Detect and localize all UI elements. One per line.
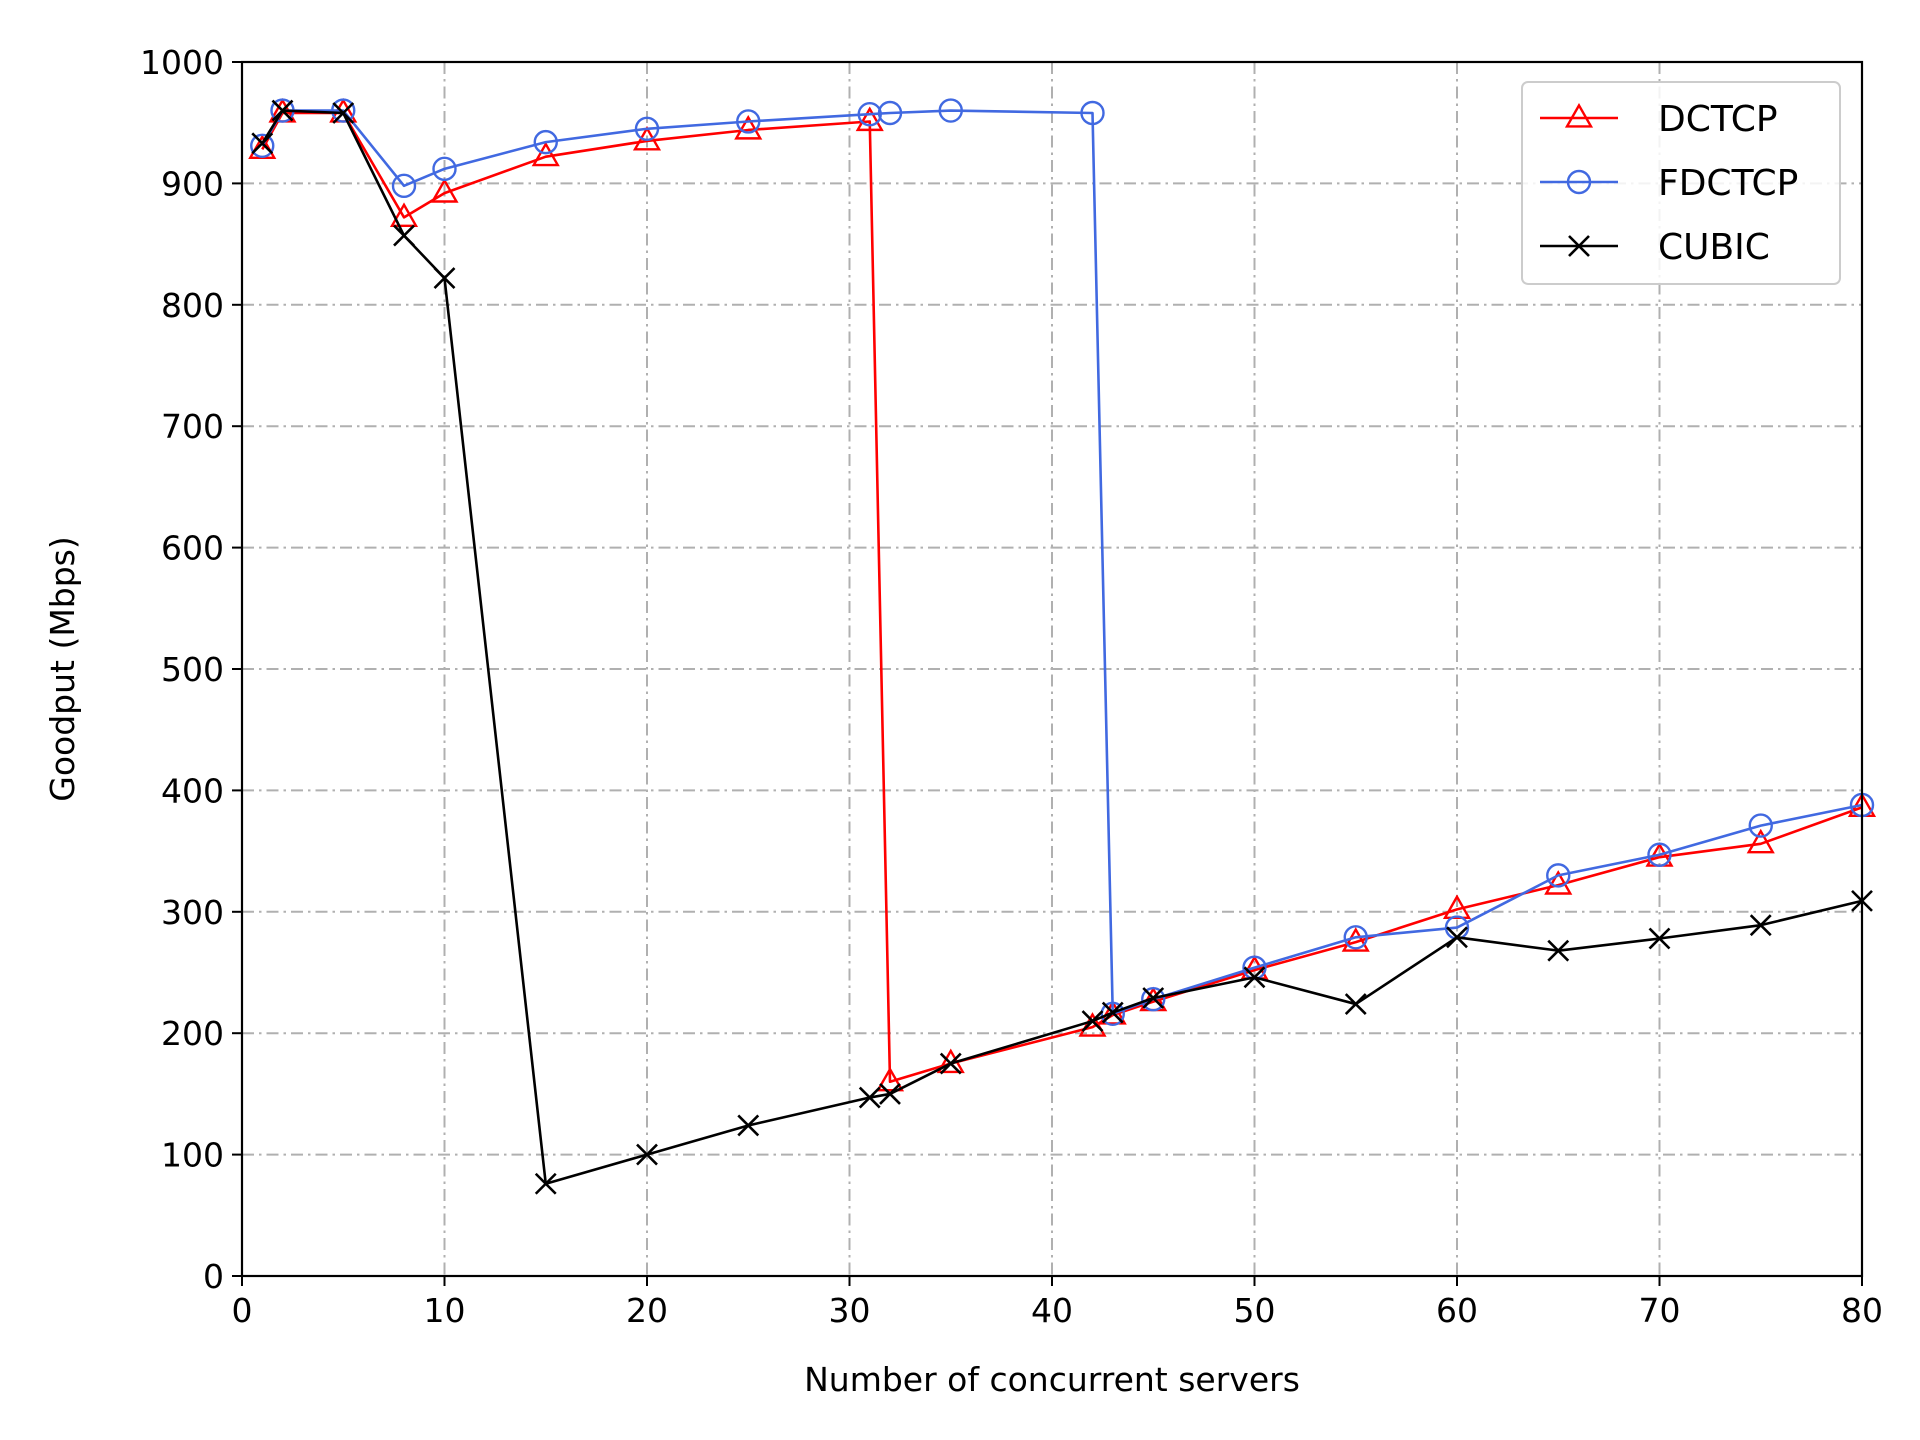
data-point-cubic [1142,987,1165,1009]
data-point-cubic [1446,926,1468,949]
data-point-dctcp [875,1066,905,1092]
legend-box [1521,81,1841,285]
data-point-fdctcp [1546,863,1571,888]
series-lines [248,97,1877,1195]
data-point-cubic [1648,927,1671,950]
data-point-cubic [858,1086,881,1109]
data-point-dctcp [1078,1012,1107,1037]
data-point-cubic [1344,993,1367,1015]
data-point-fdctcp [938,98,963,123]
data-point-cubic [1749,914,1772,937]
x-tick-label: 0 [232,1291,253,1330]
data-point-dctcp [531,141,560,167]
x-tick-label: 10 [424,1291,466,1330]
data-point-fdctcp [331,98,356,123]
data-point-fdctcp [391,173,417,199]
data-point-cubic [879,1082,901,1105]
data-point-cubic [251,132,274,155]
y-tick-label: 800 [161,286,224,325]
legend-item-dctcp: DCTCP [1540,99,1778,140]
data-point-cubic [433,267,456,290]
x-axis-label: Number of concurrent servers [804,1360,1300,1399]
y-tick-label: 500 [161,650,224,689]
legend-label-cubic: CUBIC [1658,227,1770,268]
legend-item-fdctcp: FDCTCP [1540,163,1798,204]
y-tick-label: 300 [161,893,224,932]
data-point-cubic [939,1052,962,1075]
y-tick-label: 700 [161,407,224,446]
series-line-fdctcp [261,109,1863,1016]
y-tick-label: 900 [161,164,224,203]
data-point-fdctcp [250,133,275,158]
data-point-fdctcp [1647,842,1672,867]
y-tick-label: 1000 [140,43,224,82]
series-fdctcp [250,98,1875,1026]
legend-marker-dctcp [1564,102,1594,128]
data-point-fdctcp [877,100,903,126]
data-point-fdctcp [857,102,882,127]
legend-marker-cubic [1568,235,1590,257]
axis-ticks: 0 10 20 30 40 50 60 70 8001002003004005006007008… [140,43,1883,1330]
data-point-fdctcp [1343,925,1368,950]
legend-label-fdctcp: FDCTCP [1658,163,1798,204]
data-point-dctcp [855,106,884,132]
legend: DCTCP FDCTCP CUBIC [1521,81,1841,285]
data-point-dctcp [389,202,419,227]
data-point-fdctcp [533,129,558,155]
x-tick-label: 40 [1031,1291,1073,1330]
x-tick-label: 60 [1436,1291,1478,1330]
data-point-fdctcp [1141,987,1166,1012]
y-tick-label: 600 [161,529,224,568]
data-point-dctcp [734,114,763,140]
legend-label-dctcp: DCTCP [1658,99,1778,140]
x-tick-label: 70 [1639,1291,1681,1330]
y-tick-label: 200 [161,1014,224,1053]
data-point-dctcp [1544,870,1573,895]
data-point-cubic [1243,966,1266,989]
data-point-cubic [1547,939,1570,962]
data-point-cubic [1101,1001,1124,1024]
data-point-fdctcp [1080,100,1105,126]
data-point-dctcp [1746,828,1775,854]
y-tick-label: 400 [161,771,224,810]
data-point-cubic [534,1172,557,1195]
x-tick-label: 50 [1234,1291,1276,1330]
data-point-cubic [737,1114,760,1137]
data-point-fdctcp [634,116,660,141]
data-point-fdctcp [736,109,761,134]
data-point-fdctcp [1748,813,1773,838]
y-tick-label: 0 [203,1257,224,1296]
data-point-fdctcp [432,156,457,182]
data-point-dctcp [430,178,459,203]
legend-item-cubic: CUBIC [1540,227,1770,268]
y-axis-label: Goodput (Mbps) [43,536,82,802]
x-tick-label: 30 [829,1291,871,1330]
data-point-cubic [332,102,355,124]
data-point-cubic [636,1143,658,1166]
x-tick-label: 80 [1841,1291,1883,1330]
data-point-fdctcp [1100,1001,1125,1026]
y-tick-label: 100 [161,1136,224,1175]
data-point-cubic [393,224,415,247]
legend-marker-fdctcp [1566,169,1592,195]
data-point-cubic [1081,1010,1104,1032]
data-point-cubic [271,99,294,122]
series-cubic [251,99,1873,1195]
x-tick-label: 20 [626,1291,668,1330]
